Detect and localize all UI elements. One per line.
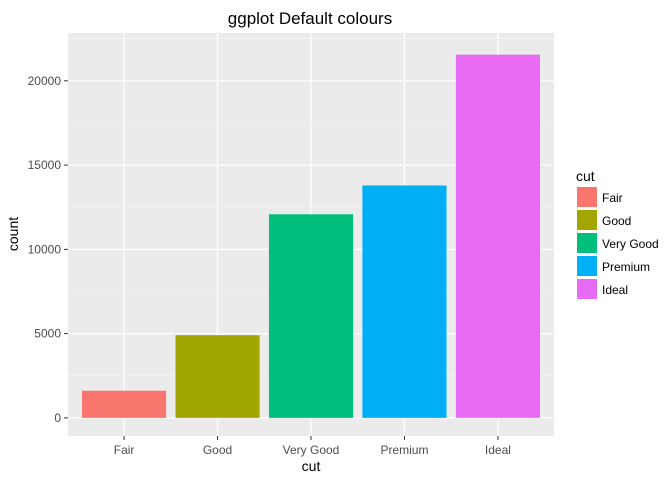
bars (82, 54, 540, 418)
x-tick-label: Fair (114, 443, 135, 457)
y-tick-label: 10000 (28, 242, 62, 256)
legend-label: Premium (602, 260, 650, 274)
legend: cut Fair Good Very Good Premium Ideal (576, 168, 659, 299)
chart-title: ggplot Default colours (228, 9, 392, 28)
legend-label: Good (602, 214, 631, 228)
x-tick-label: Premium (380, 443, 428, 457)
bar-good (175, 335, 260, 418)
y-tick-label: 0 (54, 411, 61, 425)
legend-label: Very Good (602, 237, 659, 251)
x-tick-label: Good (203, 443, 232, 457)
legend-label: Fair (602, 191, 623, 205)
y-axis-title: count (5, 217, 21, 251)
legend-title: cut (576, 168, 595, 184)
legend-items: Fair Good Very Good Premium Ideal (577, 187, 659, 299)
y-axis-ticks: 0 5000 10000 15000 20000 (28, 74, 68, 425)
legend-key-very-good (577, 233, 597, 253)
x-axis-ticks: Fair Good Very Good Premium Ideal (114, 436, 511, 457)
x-tick-label: Very Good (283, 443, 340, 457)
bar-premium (362, 185, 447, 418)
y-tick-label: 5000 (34, 327, 61, 341)
bar-very-good (268, 214, 354, 418)
y-tick-label: 15000 (28, 158, 62, 172)
legend-key-fair (577, 187, 597, 207)
bar-fair (82, 390, 167, 418)
x-tick-label: Ideal (485, 443, 511, 457)
bar-ideal (455, 54, 540, 418)
legend-key-premium (577, 256, 597, 276)
x-axis-title: cut (302, 458, 321, 474)
legend-key-ideal (577, 279, 597, 299)
y-tick-label: 20000 (28, 74, 62, 88)
legend-key-good (577, 210, 597, 230)
legend-label: Ideal (602, 283, 628, 297)
